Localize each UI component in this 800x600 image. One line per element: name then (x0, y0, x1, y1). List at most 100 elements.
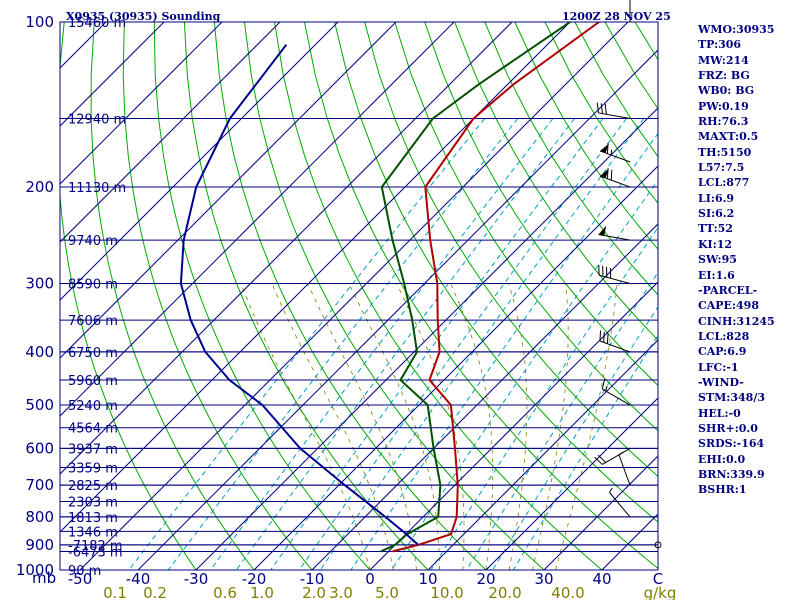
barb-flag (604, 103, 607, 115)
height-label: 2825 m (68, 479, 118, 494)
dry-adiabat-line (334, 22, 658, 523)
mixing-ratio-line (391, 179, 658, 570)
wind-barb (599, 143, 631, 163)
height-label: 6750 m (68, 346, 118, 361)
pressure-tick-label: 100 (25, 13, 54, 31)
temperature-tick-label: -20 (242, 570, 267, 588)
temperature-tick-label: 0 (365, 570, 375, 588)
mixing-ratio-tick-label: 10.0 (430, 584, 463, 600)
barb-flag (600, 103, 603, 114)
barb-flag (610, 169, 613, 181)
isotherm-line (60, 22, 513, 475)
mixing-ratio-line (512, 334, 658, 570)
mixing-ratio-tick-label: 1.0 (250, 584, 274, 600)
barb-flag (594, 456, 603, 465)
stats-panel: WMO:30935 TP:306 MW:214 FRZ: BG WB0: BG PW:0.… (698, 22, 798, 498)
pressure-tick-label: 500 (25, 396, 54, 414)
stat-item: CAPE:498 (698, 299, 759, 313)
stat-item: EHI:0.0 (698, 452, 746, 466)
stat-item: L57:7.5 (698, 161, 745, 175)
height-label: 15460 m (68, 16, 126, 31)
series-parcel-line (179, 44, 419, 546)
barb-flag (606, 168, 609, 179)
background-lines (60, 22, 658, 570)
height-label: 90 m (68, 564, 101, 579)
stat-item: HEL:-0 (698, 406, 741, 420)
wind-barb (594, 447, 631, 465)
isotherm-line (137, 49, 658, 570)
temperature-tick-label: 40 (592, 570, 611, 588)
barb-shaft (599, 340, 631, 353)
stat-item: PW:0.19 (698, 99, 749, 113)
chart-title: X0935 (30935) Sounding (66, 10, 221, 23)
mixing-ratio-tick-label: 20.0 (488, 584, 521, 600)
valid-time: 1200Z 28 NOV 25 (562, 10, 671, 23)
barb-shaft (598, 234, 631, 241)
barb-shaft (598, 274, 631, 284)
mixing-ratio-line (430, 226, 658, 570)
stat-item: TH:5150 (698, 145, 752, 159)
moist-adiabat-line (348, 283, 440, 570)
stat-item: LCL:828 (698, 329, 750, 343)
pressure-tick-label: 1000 (16, 561, 54, 579)
stat-item: SRDS:-164 (698, 437, 765, 451)
barb-half-flag (605, 385, 608, 392)
height-label: 1346 m (68, 525, 118, 540)
series-temperature-line (392, 22, 600, 553)
height-label: 2303 m (68, 496, 118, 511)
mixing-ratio-tick-label: 0.2 (143, 584, 167, 600)
barb-shaft (602, 447, 631, 465)
dry-adiabat-line (183, 22, 429, 570)
temperature-tick-label: -40 (126, 570, 151, 588)
mixing-ratio-line (350, 132, 658, 570)
isotherm-line (253, 165, 658, 570)
wind-barb (598, 264, 631, 284)
mixing-ratio-line (270, 118, 604, 570)
height-label: 3937 m (68, 442, 118, 457)
isotherm-line (195, 107, 658, 570)
barb-flag (603, 331, 605, 343)
isotherm-line (543, 455, 658, 570)
stat-item: RH:76.3 (698, 115, 749, 129)
moist-adiabat-line (555, 283, 618, 570)
profile-series (179, 22, 600, 553)
mixing-ratio-line (492, 306, 658, 570)
barb-pennant (598, 225, 607, 236)
calm-circle (654, 541, 662, 549)
stat-item: SHR+:0.0 (698, 421, 758, 435)
isotherm-line (60, 22, 223, 185)
pressure-unit-label: mb (32, 569, 56, 587)
wind-barb (596, 102, 631, 119)
stat-item: CINH:31245 (698, 314, 775, 328)
isotherm-line (311, 223, 658, 570)
isotherm-line (427, 339, 658, 570)
stat-item: LCL:877 (698, 176, 750, 190)
height-label: 5960 m (68, 374, 118, 389)
temperature-tick-label: 10 (418, 570, 437, 588)
wind-barb (609, 487, 631, 518)
wind-barbs (594, 0, 662, 549)
stat-item: BRN:339.9 (698, 467, 765, 481)
isotherm-line (79, 22, 629, 570)
isotherm-line (60, 22, 165, 127)
stat-item: WB0: BG (698, 84, 755, 98)
stat-item: -PARCEL- (698, 283, 758, 297)
pressure-tick-label: 200 (25, 178, 54, 196)
mixing-ratio-tick-label: 2.0 (302, 584, 326, 600)
height-label: -7182 m (68, 539, 123, 554)
mixing-ratio-tick-label: 3.0 (329, 584, 353, 600)
pressure-tick-label: 800 (25, 508, 54, 526)
barb-flag (597, 454, 607, 463)
height-label: 11130 m (68, 181, 126, 196)
height-label: 5240 m (68, 399, 118, 414)
pressure-tick-label: 400 (25, 343, 54, 361)
barb-flag (606, 143, 609, 154)
stat-item: FRZ: BG (698, 69, 750, 83)
temperature-tick-label: -10 (300, 570, 325, 588)
mixing-ratio-line (235, 118, 575, 570)
moist-adiabat-line (271, 283, 394, 570)
stat-item: TT:52 (698, 222, 733, 236)
pressure-tick-label: 700 (25, 476, 54, 494)
temperature-tick-label: C (653, 570, 663, 588)
